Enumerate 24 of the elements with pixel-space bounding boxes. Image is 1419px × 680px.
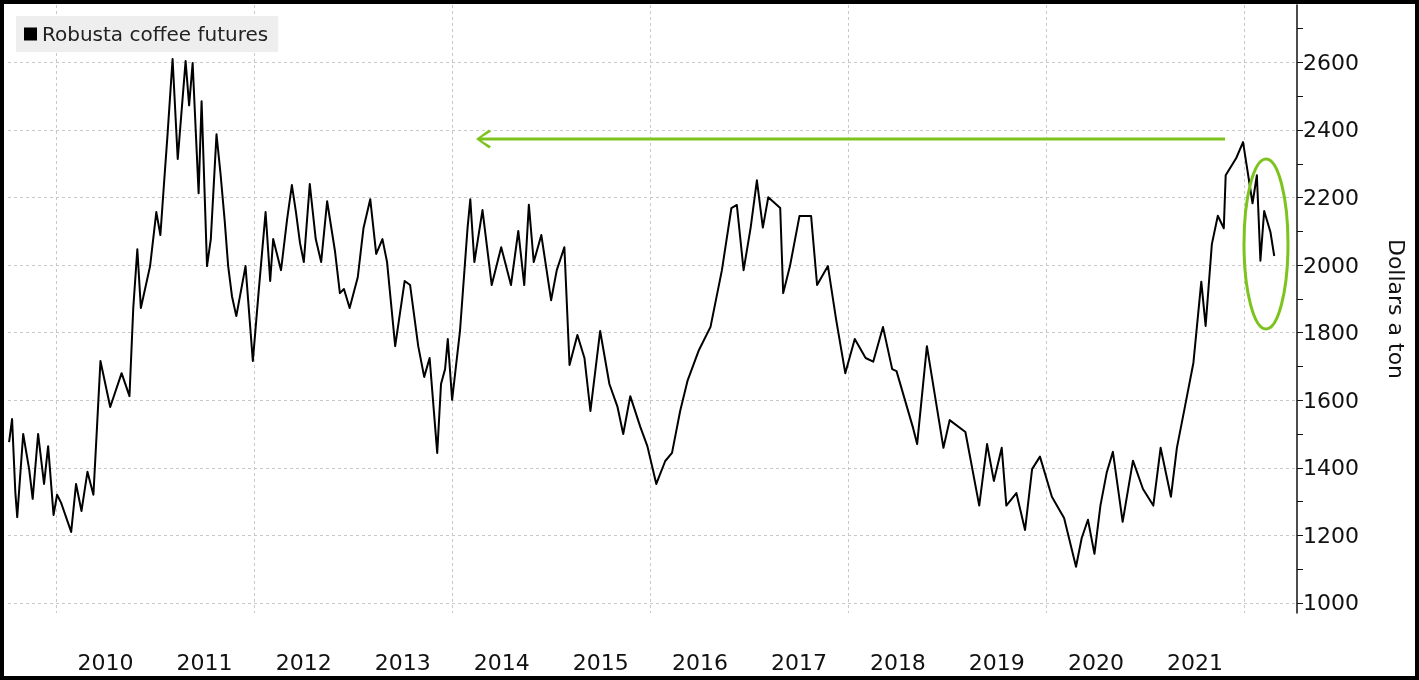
x-tick-label: 2013 <box>374 649 431 675</box>
x-tick-label: 2012 <box>275 649 332 675</box>
x-tick-label: 2018 <box>869 649 926 675</box>
x-tick-label: 2020 <box>1068 649 1125 675</box>
y-tick-label: 1200 <box>1303 522 1359 548</box>
y-tick-label: 2000 <box>1303 252 1359 278</box>
y-axis-title: Dollars a ton <box>1383 238 1409 380</box>
legend-label: Robusta coffee futures <box>42 22 269 46</box>
x-tick-label: 2016 <box>671 649 728 675</box>
x-tick-label: 2010 <box>77 649 134 675</box>
y-tick-label: 2400 <box>1303 117 1359 143</box>
x-tick-label: 2017 <box>770 649 827 675</box>
x-tick-label: 2011 <box>176 649 233 675</box>
y-tick-label: 1800 <box>1303 320 1359 346</box>
y-tick-label: 2600 <box>1303 49 1359 75</box>
y-tick-label: 1600 <box>1303 387 1359 413</box>
y-tick-label: 2200 <box>1303 185 1359 211</box>
line-series <box>8 58 1276 568</box>
y-tick-label: 1400 <box>1303 455 1359 481</box>
y-tick-label: 1000 <box>1303 590 1359 616</box>
x-tick-label: 2021 <box>1167 649 1224 675</box>
x-tick-label: 2019 <box>968 649 1025 675</box>
x-tick-label: 2014 <box>473 649 530 675</box>
x-tick-label: 2015 <box>572 649 629 675</box>
